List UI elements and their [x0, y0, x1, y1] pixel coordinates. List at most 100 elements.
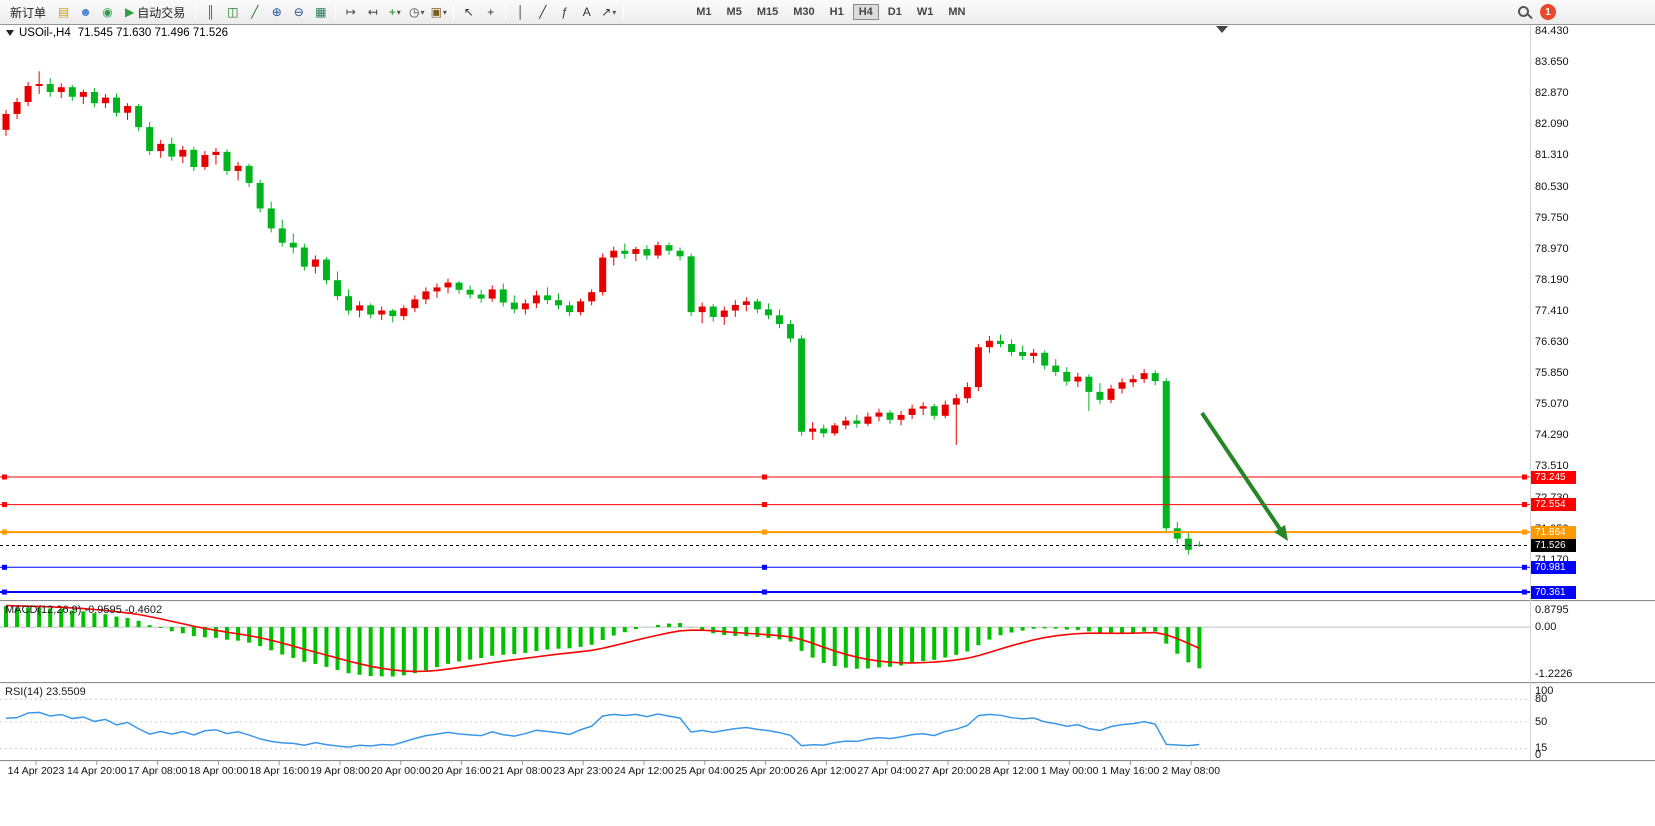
time-label: 20 Apr 00:00: [371, 765, 431, 777]
candle-body: [687, 256, 695, 313]
time-label: 28 Apr 12:00: [979, 765, 1039, 777]
candle-body: [35, 84, 43, 87]
candle-body: [588, 292, 596, 302]
dropdown-caret-icon: ▾: [612, 7, 617, 17]
timeframe-mn[interactable]: MN: [948, 6, 966, 18]
candle-body: [566, 305, 574, 313]
trendline-icon: ╱: [539, 5, 547, 19]
timeframe-w1[interactable]: W1: [916, 6, 934, 18]
line-handle[interactable]: [1522, 529, 1527, 535]
trendline-icon[interactable]: ╱: [532, 3, 553, 22]
line-handle[interactable]: [762, 529, 767, 535]
indicators-add-icon[interactable]: + ▾: [384, 3, 405, 22]
toolbar-separator: [453, 4, 455, 20]
timeframe-m30[interactable]: M30: [793, 6, 815, 18]
price-tag: 72.554: [1531, 498, 1576, 512]
candle-body: [322, 259, 330, 281]
line-handle[interactable]: [2, 502, 7, 508]
candle-body: [555, 300, 562, 306]
candle-body: [919, 406, 927, 409]
candle-body: [1151, 373, 1159, 382]
candle-body: [1096, 391, 1104, 400]
auto-trading-button[interactable]: ▶ 自动交易: [125, 5, 186, 20]
auto-scroll-icon[interactable]: ↦: [340, 3, 361, 22]
templates-icon[interactable]: ▣ ▾: [428, 3, 449, 22]
candle-body: [853, 420, 861, 424]
candle-body: [897, 415, 905, 420]
candle-body: [201, 155, 209, 167]
new-order-button[interactable]: 新订单: [10, 5, 47, 20]
price-tick-label: 78.190: [1535, 273, 1569, 286]
rsi-label: RSI(14) 23.5509: [5, 686, 86, 698]
vertical-line-icon[interactable]: │: [510, 3, 531, 22]
timeframe-m15[interactable]: M15: [756, 6, 779, 18]
fibonacci-icon[interactable]: ƒ: [554, 3, 575, 22]
candle-body: [57, 87, 65, 93]
vertical-line-icon: │: [517, 5, 525, 19]
strategy-tester-icon: ◉: [102, 5, 113, 19]
rsi-axis-label: 15: [1535, 742, 1548, 754]
timeframe-h4[interactable]: H4: [852, 4, 879, 20]
timeframes-clock-icon[interactable]: ◷ ▾: [406, 3, 427, 22]
chart-shift-icon[interactable]: ↤: [362, 3, 383, 22]
time-label: 14 Apr 2023: [7, 765, 65, 777]
notification-badge[interactable]: 1: [1540, 4, 1556, 20]
line-handle[interactable]: [1522, 502, 1527, 508]
tile-windows-icon[interactable]: ▦: [310, 3, 331, 22]
arrow-annotation[interactable]: [1200, 411, 1282, 530]
time-label: 18 Apr 00:00: [188, 765, 249, 777]
rsi-axis-label: 0: [1535, 749, 1542, 761]
chart-title: USOil-,H4 71.545 71.630 71.496 71.526: [6, 27, 228, 39]
dropdown-caret-icon: ▾: [442, 7, 447, 17]
line-handle[interactable]: [2, 529, 7, 535]
bar-chart-icon[interactable]: ║: [200, 3, 221, 22]
text-label-icon[interactable]: A: [576, 3, 597, 22]
candle-body: [1063, 371, 1071, 382]
candle-body: [742, 301, 750, 305]
crosshair-icon: +: [487, 5, 495, 19]
expand-triangle-icon[interactable]: [6, 30, 14, 36]
candle-body: [698, 306, 706, 313]
candle-body: [179, 149, 187, 157]
time-label: 17 Apr 08:00: [127, 765, 188, 777]
cursor-icon[interactable]: ↖: [458, 3, 479, 22]
candle-body: [521, 303, 529, 310]
timeframe-m1[interactable]: M1: [696, 6, 712, 18]
candle-body: [632, 249, 640, 254]
line-handle[interactable]: [762, 564, 767, 570]
candle-body: [997, 340, 1004, 345]
timeframe-d1[interactable]: D1: [887, 6, 902, 18]
dropdown-caret-icon: ▾: [420, 7, 425, 17]
candle-body: [1184, 538, 1192, 550]
candle-body: [974, 347, 982, 388]
chart-shift-marker[interactable]: [1216, 26, 1228, 33]
line-handle[interactable]: [2, 589, 7, 595]
arrow-tools-icon[interactable]: ↗ ▾: [598, 3, 619, 22]
candle-body: [168, 143, 176, 157]
line-chart-icon[interactable]: ╱: [244, 3, 265, 22]
crosshair-icon[interactable]: +: [480, 3, 501, 22]
timeframe-m5[interactable]: M5: [726, 6, 742, 18]
arrow-annotation-head[interactable]: [1274, 524, 1288, 541]
terminal-icon[interactable]: ▤: [53, 3, 74, 22]
line-handle[interactable]: [1522, 589, 1527, 595]
profile-icon: ☻: [79, 5, 92, 19]
line-handle[interactable]: [762, 589, 767, 595]
zoom-in-icon[interactable]: ⊕: [266, 3, 287, 22]
line-handle[interactable]: [2, 474, 7, 480]
search-icon[interactable]: [1518, 6, 1529, 17]
price-tick-label: 77.410: [1535, 304, 1569, 317]
line-handle[interactable]: [762, 474, 767, 480]
strategy-tester-icon[interactable]: ◉: [97, 3, 118, 22]
line-handle[interactable]: [1522, 564, 1527, 570]
line-handle[interactable]: [1522, 474, 1527, 480]
profile-icon[interactable]: ☻: [75, 3, 96, 22]
macd-axis-label: 0.00: [1535, 621, 1557, 634]
line-handle[interactable]: [762, 502, 767, 508]
timeframe-h1[interactable]: H1: [829, 6, 844, 18]
candlestick-chart-icon[interactable]: ◫: [222, 3, 243, 22]
line-handle[interactable]: [2, 564, 7, 570]
zoom-out-icon[interactable]: ⊖: [288, 3, 309, 22]
